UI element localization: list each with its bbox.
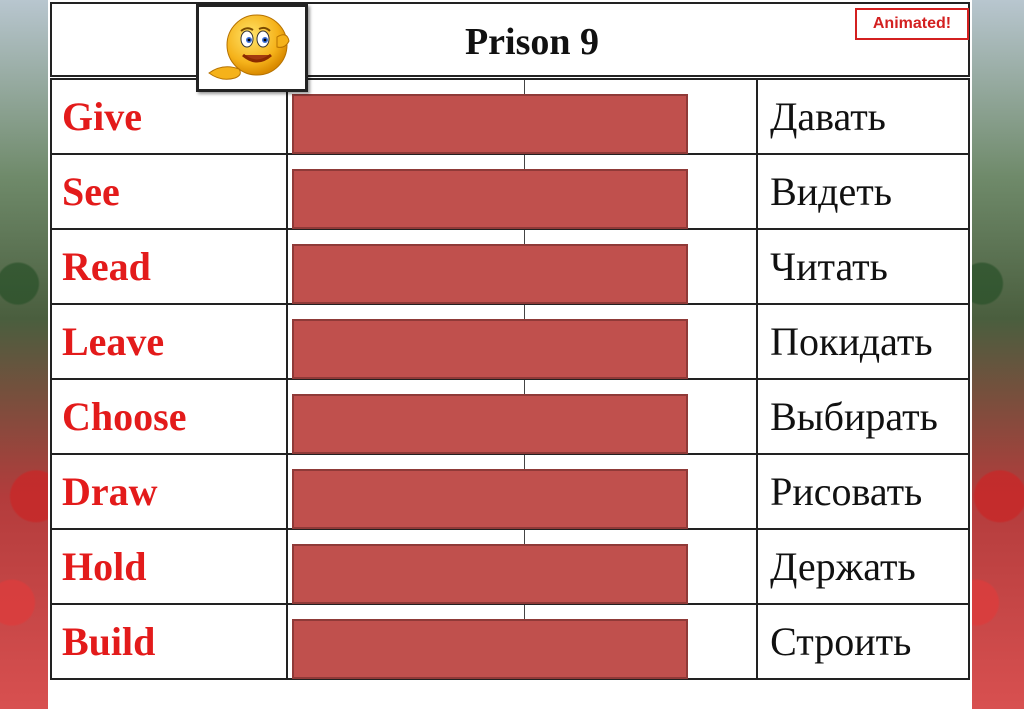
answer-cell — [285, 453, 759, 530]
table-row: Hold Держать — [50, 528, 970, 605]
answer-cell — [285, 378, 759, 455]
answer-cell — [285, 78, 759, 155]
english-word: Build — [50, 603, 288, 680]
answer-cover[interactable] — [291, 169, 688, 229]
answer-cover[interactable] — [291, 619, 688, 679]
english-word: Leave — [50, 303, 288, 380]
title-cell: Prison 9 — [50, 2, 970, 77]
answer-cover[interactable] — [291, 94, 688, 154]
english-word: Read — [50, 228, 288, 305]
answer-cell — [285, 528, 759, 605]
table-row: Give Давать — [50, 78, 970, 155]
background-right — [964, 0, 1024, 709]
table-row: See Видеть — [50, 153, 970, 230]
english-word: Draw — [50, 453, 288, 530]
answer-cover[interactable] — [291, 319, 688, 379]
russian-word: Давать — [756, 78, 970, 155]
russian-word: Строить — [756, 603, 970, 680]
table-row: Build Строить — [50, 603, 970, 680]
animated-badge: Animated! — [855, 8, 969, 40]
table-row: Draw Рисовать — [50, 453, 970, 530]
russian-word: Выбирать — [756, 378, 970, 455]
answer-cell — [285, 153, 759, 230]
answer-cell — [285, 603, 759, 680]
english-word: Hold — [50, 528, 288, 605]
table-row: Leave Покидать — [50, 303, 970, 380]
answer-cell — [285, 303, 759, 380]
answer-cover[interactable] — [291, 544, 688, 604]
answer-cover[interactable] — [291, 469, 688, 529]
page-title: Prison 9 — [464, 21, 600, 63]
table-row: Read Читать — [50, 228, 970, 305]
russian-word: Видеть — [756, 153, 970, 230]
english-word: Choose — [50, 378, 288, 455]
russian-word: Держать — [756, 528, 970, 605]
russian-word: Читать — [756, 228, 970, 305]
answer-cover[interactable] — [291, 394, 688, 454]
russian-word: Покидать — [756, 303, 970, 380]
answer-cell — [285, 228, 759, 305]
smiley-pointing-icon — [208, 14, 290, 80]
smiley-picture — [196, 4, 308, 92]
russian-word: Рисовать — [756, 453, 970, 530]
table-row: Choose Выбирать — [50, 378, 970, 455]
english-word: See — [50, 153, 288, 230]
vocabulary-table: Give Давать See Видеть Read Читать Leave… — [50, 78, 970, 680]
answer-cover[interactable] — [291, 244, 688, 304]
